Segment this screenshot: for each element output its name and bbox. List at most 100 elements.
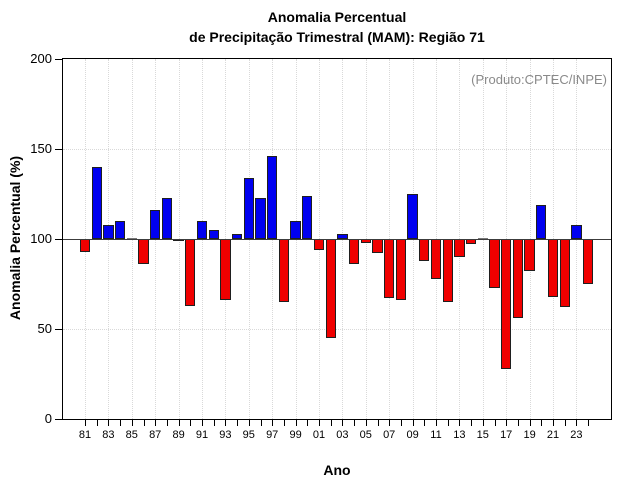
x-tick-15	[482, 420, 484, 426]
baseline-100-line	[63, 239, 611, 240]
plot-area: (Produto:CPTEC/INPE)	[62, 58, 612, 420]
x-tick-92	[213, 420, 215, 426]
bar-03	[337, 233, 348, 239]
bar-23	[571, 224, 582, 239]
x-tick-89	[178, 420, 180, 426]
chart-title: Anomalia Percentual de Precipitação Trim…	[62, 7, 612, 47]
bar-83	[103, 224, 114, 239]
x-tick-label-05: 05	[359, 429, 372, 441]
x-tick-label-99: 99	[289, 429, 302, 441]
x-tick-96	[260, 420, 262, 426]
bar-24	[582, 239, 594, 284]
bar-92	[208, 230, 219, 239]
bar-87	[150, 210, 161, 239]
bar-99	[290, 221, 301, 239]
x-tick-label-81: 81	[78, 429, 92, 441]
x-tick-18	[517, 420, 519, 426]
x-tick-04	[354, 420, 356, 426]
x-tick-84	[120, 420, 122, 426]
bar-95	[243, 177, 254, 239]
bar-01	[313, 239, 325, 250]
bar-96	[255, 197, 266, 239]
x-tick-14	[471, 420, 473, 426]
x-tick-83	[108, 420, 110, 426]
bar-21	[547, 239, 559, 297]
bar-20	[536, 204, 547, 239]
bar-93	[220, 239, 231, 301]
x-tick-01	[319, 420, 320, 426]
bar-19	[524, 239, 535, 272]
x-tick-00	[307, 420, 309, 426]
bar-09	[407, 194, 418, 239]
bar-17	[501, 239, 512, 369]
x-tick-label-95: 95	[242, 429, 255, 441]
x-tick-82	[96, 420, 98, 426]
bar-11	[430, 239, 442, 279]
y-tick-150	[55, 149, 62, 150]
x-tick-81	[85, 420, 86, 426]
x-tick-03	[342, 420, 344, 426]
bar-22	[559, 239, 570, 308]
x-tick-16	[494, 420, 496, 426]
bar-82	[91, 167, 102, 239]
bar-04	[348, 239, 360, 265]
x-tick-87	[155, 420, 157, 426]
x-axis-title: Ano	[323, 462, 351, 478]
x-tick-24	[588, 420, 590, 426]
bar-10	[419, 239, 430, 261]
y-tick-label-100: 100	[30, 231, 52, 246]
x-tick-09	[412, 420, 414, 426]
x-tick-13	[459, 420, 461, 426]
x-tick-label-93: 93	[219, 429, 232, 441]
x-tick-91	[202, 420, 203, 426]
x-tick-97	[272, 420, 274, 426]
bar-06	[372, 239, 383, 254]
x-tick-20	[541, 420, 543, 426]
bar-18	[512, 239, 524, 319]
x-tick-label-01: 01	[312, 429, 326, 441]
y-tick-label-0: 0	[44, 411, 52, 426]
x-tick-98	[283, 420, 285, 426]
x-tick-12	[447, 420, 449, 426]
x-tick-17	[506, 420, 508, 426]
x-tick-label-15: 15	[476, 429, 489, 441]
bar-13	[454, 239, 465, 257]
x-tick-label-87: 87	[149, 429, 162, 441]
y-tick-label-200: 200	[30, 51, 52, 66]
x-tick-label-21: 21	[546, 429, 560, 441]
x-tick-label-13: 13	[453, 429, 466, 441]
bar-12	[442, 239, 453, 302]
gridline-h-150	[63, 149, 611, 150]
x-tick-85	[131, 420, 133, 426]
x-tick-22	[564, 420, 566, 426]
bar-02	[325, 239, 336, 338]
bar-91	[196, 221, 208, 239]
x-tick-label-17: 17	[500, 429, 513, 441]
bar-86	[138, 239, 149, 265]
x-tick-11	[436, 420, 437, 426]
y-tick-50	[55, 329, 62, 330]
x-tick-label-83: 83	[102, 429, 115, 441]
chart-title-line2: de Precipitação Trimestral (MAM): Região…	[189, 29, 485, 45]
x-tick-label-09: 09	[406, 429, 419, 441]
x-tick-label-91: 91	[195, 429, 209, 441]
x-tick-label-19: 19	[523, 429, 536, 441]
chart-title-line1: Anomalia Percentual	[267, 9, 407, 25]
y-tick-200	[55, 59, 62, 60]
x-tick-88	[166, 420, 168, 426]
bar-00	[302, 195, 313, 239]
source-annotation: (Produto:CPTEC/INPE)	[471, 72, 607, 87]
bar-90	[185, 239, 196, 306]
x-tick-02	[330, 420, 332, 426]
bar-98	[278, 239, 290, 302]
y-tick-100	[55, 239, 62, 240]
x-tick-86	[143, 420, 145, 426]
x-tick-label-85: 85	[125, 429, 138, 441]
bar-08	[395, 239, 407, 301]
x-tick-label-97: 97	[266, 429, 279, 441]
x-tick-07	[389, 420, 391, 426]
x-tick-99	[295, 420, 297, 426]
gridline-h-50	[63, 329, 611, 330]
x-tick-08	[400, 420, 402, 426]
